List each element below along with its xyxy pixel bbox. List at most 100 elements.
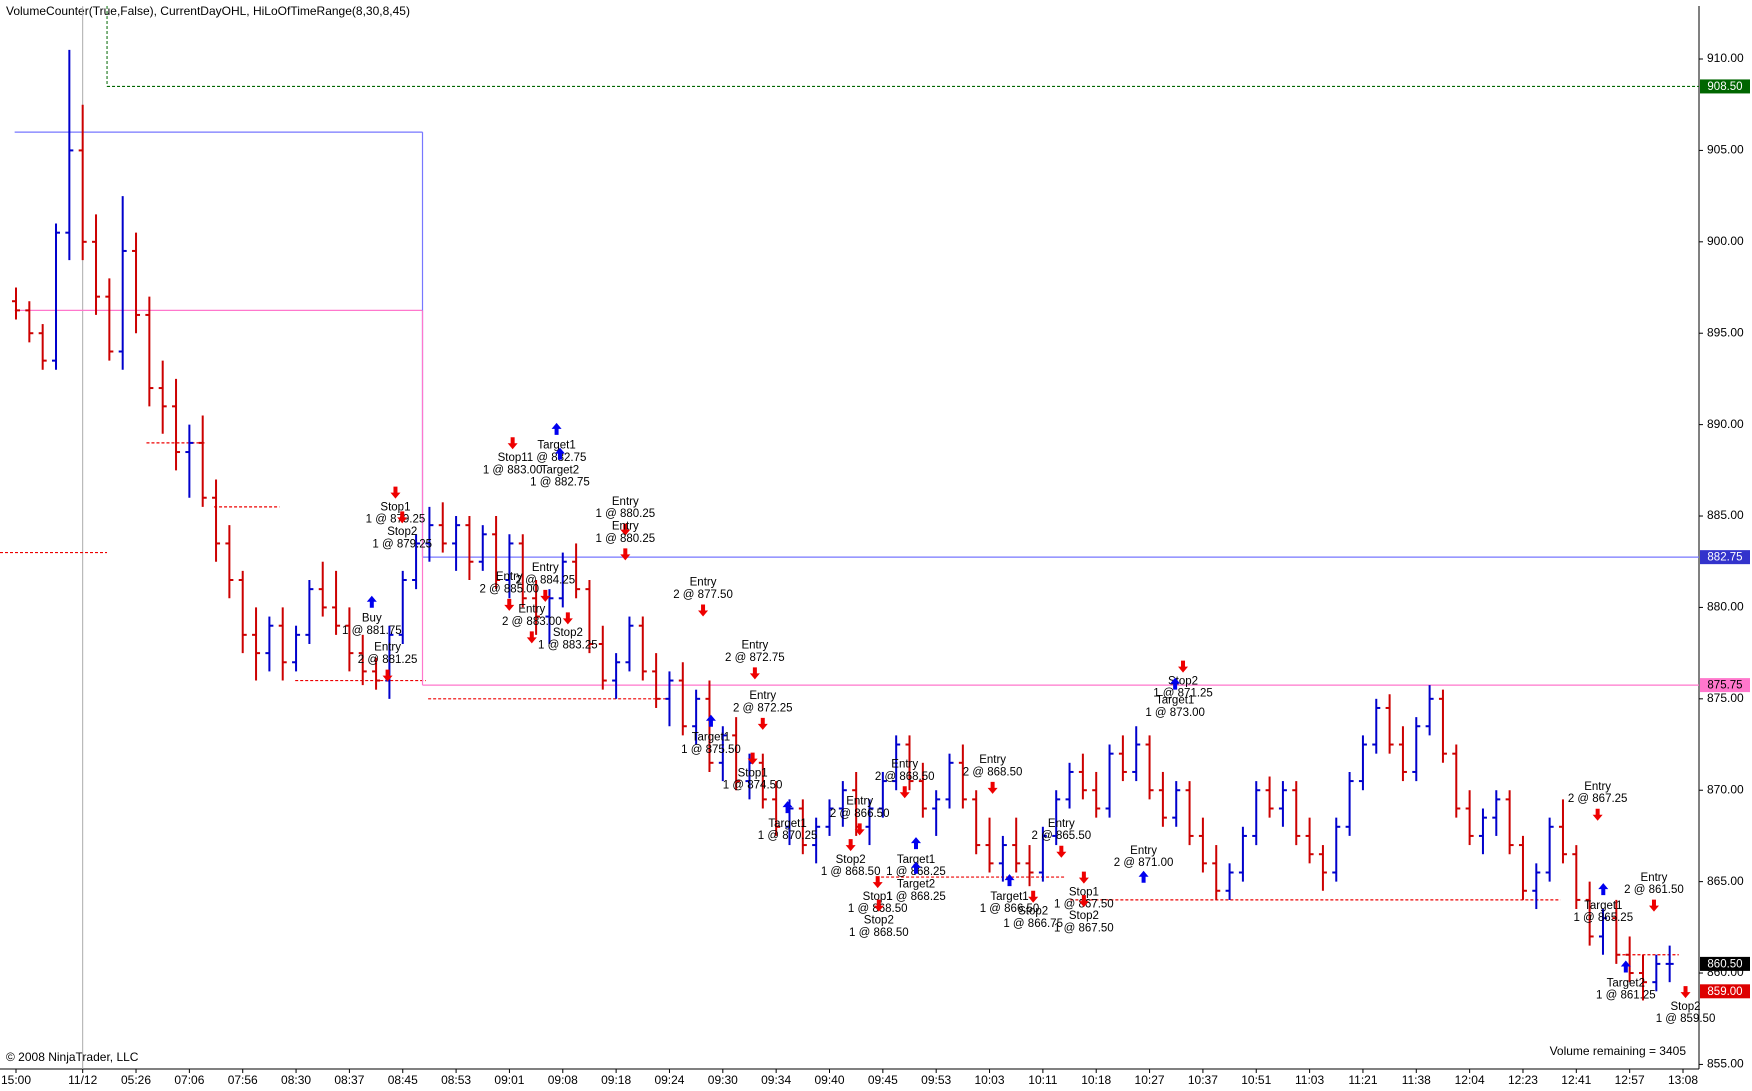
annotation-label: Stop2 [864,914,894,926]
annotation-label: Stop1 [380,501,410,513]
x-tick-label: 11:21 [1348,1073,1377,1087]
annotation-label: Stop2 [1018,905,1048,917]
trade-arrow [1620,960,1631,973]
price-marker [1700,678,1750,693]
annotation-detail: 1 @ 880.25 [595,508,655,520]
trade-arrow [620,548,631,561]
price-marker [1700,79,1750,94]
y-tick-label: 900.00 [1707,234,1744,248]
trade-arrow [705,714,716,727]
y-tick-label: 895.00 [1707,325,1744,339]
trade-arrow [910,837,921,850]
annotation-label: Target1 [990,891,1028,903]
trade-arrow [749,667,760,680]
annotation-label: Entry [846,795,873,807]
x-tick-label: 08:45 [388,1073,418,1087]
annotation-detail: 1 @ 867.50 [1054,922,1114,934]
annotation-label: Stop2 [1670,1001,1700,1013]
price-marker [1700,984,1750,999]
y-tick-label: 905.00 [1707,143,1744,157]
annotation-detail: 2 @ 861.50 [1624,884,1684,896]
annotation-label: Entry [374,642,401,654]
x-tick-label: 09:45 [868,1073,898,1087]
annotation-detail: 2 @ 877.50 [673,589,733,601]
x-tick-label: 10:37 [1188,1073,1218,1087]
annotation-label: Entry [1641,872,1668,884]
annotation-detail: 1 @ 866.50 [980,903,1040,915]
annotation-label: Buy [362,612,382,624]
annotation-label: Target2 [541,464,579,476]
annotation-detail: 2 @ 885.00 [479,583,539,595]
trade-arrow [899,786,910,799]
annotation-label: Stop1 [498,452,528,464]
annotation-detail: 2 @ 868.50 [963,766,1023,778]
annotation-label: Entry [690,577,717,589]
trade-arrow [1592,808,1603,821]
trade-arrow [1078,895,1089,908]
y-tick-label: 885.00 [1707,508,1744,522]
annotation-detail: 1 @ 865.25 [1573,912,1633,924]
price-marker-label: 860.50 [1707,958,1742,970]
annotation-detail: 1 @ 881.75 [342,625,402,637]
trade-arrow [747,752,758,765]
x-tick-label: 12:57 [1615,1073,1645,1087]
annotation-label: Entry [612,496,639,508]
annotation-label: Entry [518,604,545,616]
annotation-label: Target1 [537,440,575,452]
annotation-detail: 1 @ 871.25 [1153,688,1213,700]
annotation-detail: 2 @ 871.00 [1114,857,1174,869]
x-tick-label: 12:23 [1508,1073,1538,1087]
x-tick-label: 07:56 [228,1073,258,1087]
trade-arrow [1178,660,1189,673]
y-tick-label: 890.00 [1707,417,1744,431]
y-tick-label: 855.00 [1707,1057,1744,1071]
annotation-label: Entry [891,758,918,770]
annotation-detail: 2 @ 884.25 [515,574,575,586]
annotation-label: Entry [749,690,776,702]
price-marker-label: 875.75 [1707,680,1742,692]
annotation-label: Stop2 [836,854,866,866]
price-marker-label: 859.00 [1707,986,1742,998]
annotation-label: Stop2 [387,526,417,538]
trade-arrow [540,589,551,602]
trade-arrow [845,839,856,852]
annotation-label: Target2 [1607,977,1645,989]
trade-arrow [554,447,565,460]
trade-arrow [382,669,393,682]
trade-arrow [551,422,562,435]
trade-arrow [504,598,515,611]
x-tick-label: 11:03 [1295,1073,1324,1087]
annotation-detail: 2 @ 865.50 [1032,830,1092,842]
trade-arrow [873,899,884,912]
annotation-detail: 1 @ 880.25 [595,533,655,545]
annotation-label: Target1 [1584,900,1622,912]
annotation-detail: 1 @ 868.50 [849,927,909,939]
x-tick-label: 07:06 [174,1073,204,1087]
annotation-detail: 1 @ 883.25 [538,639,598,651]
x-tick-label: 10:51 [1241,1073,1271,1087]
x-tick-label: 09:30 [708,1073,738,1087]
trade-arrow [698,604,709,617]
annotation-detail: 1 @ 883.00 [483,464,543,476]
trade-arrow [526,631,537,644]
annotation-detail: 1 @ 882.75 [527,452,587,464]
annotation-label: Entry [1584,781,1611,793]
price-marker [1700,550,1750,565]
annotation-label: Target1 [768,818,806,830]
annotation-label: Entry [532,562,559,574]
y-tick-label: 910.00 [1707,51,1744,65]
annotation-detail: 2 @ 872.75 [725,652,785,664]
annotation-detail: 1 @ 861.25 [1596,990,1656,1002]
annotation-label: Entry [1048,818,1075,830]
price-marker-label: 882.75 [1707,552,1742,564]
x-tick-label: 10:03 [975,1073,1005,1087]
annotation-detail: 2 @ 872.25 [733,702,793,714]
annotation-detail: 1 @ 866.75 [1003,918,1063,930]
annotation-detail: 1 @ 870.25 [758,830,818,842]
indicator-title: VolumeCounter(True,False), CurrentDayOHL… [6,4,410,18]
annotation-label: Stop1 [863,891,893,903]
x-tick-label: 09:53 [921,1073,951,1087]
trade-arrow [1056,845,1067,858]
annotation-detail: 1 @ 882.75 [530,477,590,489]
